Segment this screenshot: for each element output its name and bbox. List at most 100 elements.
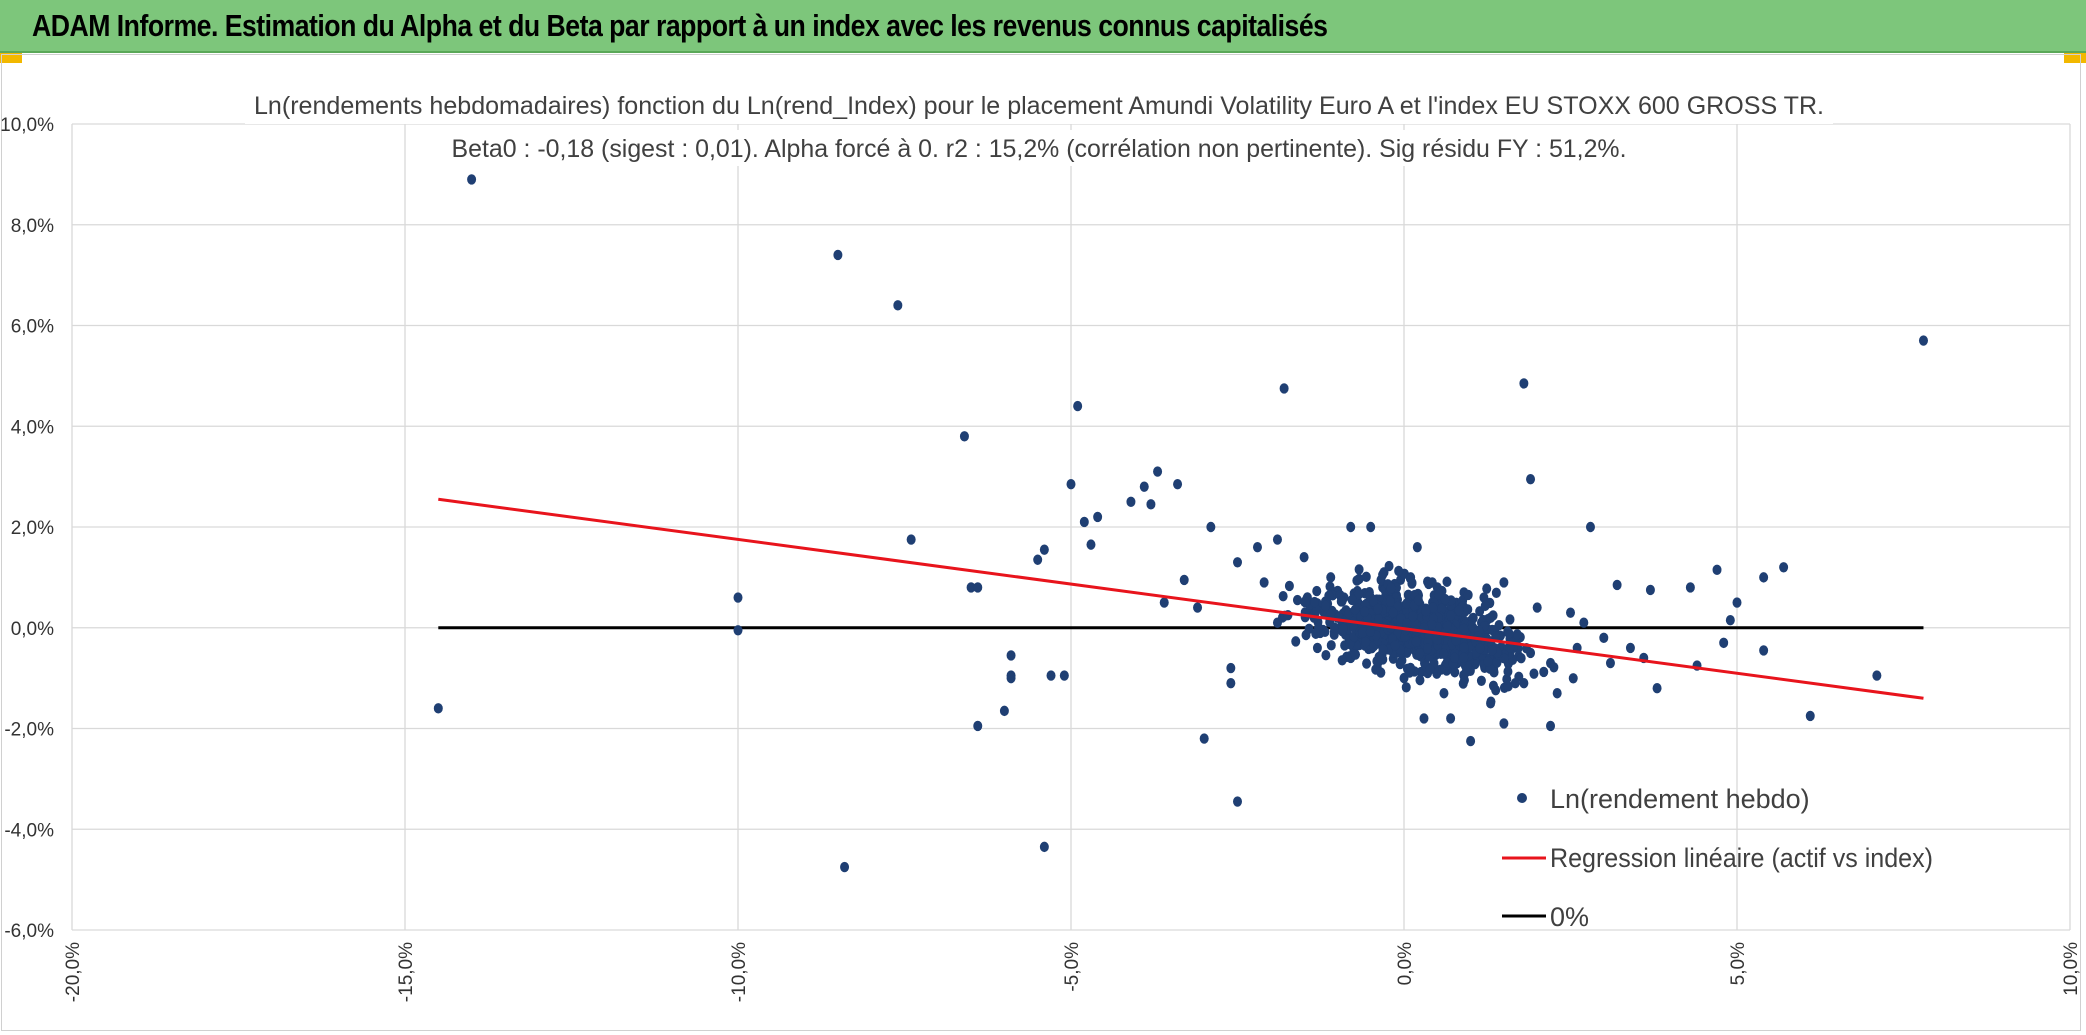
- data-point: [973, 720, 983, 732]
- data-point: [1458, 678, 1468, 689]
- data-point: [1378, 569, 1388, 580]
- data-point: [1652, 683, 1662, 694]
- data-point: [1510, 678, 1520, 689]
- data-point: [1412, 541, 1422, 553]
- data-point: [1732, 597, 1742, 608]
- data-point: [1503, 666, 1513, 677]
- data-point: [1725, 614, 1735, 626]
- data-point: [1291, 636, 1301, 647]
- data-point: [1779, 562, 1789, 573]
- data-point: [1073, 400, 1083, 412]
- data-point: [467, 174, 477, 185]
- data-point: [1463, 589, 1473, 601]
- data-point: [1552, 688, 1562, 699]
- data-point: [1402, 647, 1412, 658]
- data-point: [1759, 572, 1769, 583]
- data-point: [1039, 841, 1049, 853]
- data-point: [1301, 629, 1311, 641]
- data-point: [1499, 577, 1509, 588]
- data-point: [1310, 596, 1320, 608]
- data-point: [1585, 521, 1595, 533]
- data-point: [1373, 603, 1383, 615]
- data-point: [1459, 642, 1469, 653]
- data-point: [1461, 666, 1471, 678]
- data-point: [1475, 643, 1485, 654]
- x-tick-label: -10,0%: [729, 942, 750, 1002]
- y-tick-label: 2,0%: [11, 518, 54, 539]
- data-point: [1446, 713, 1456, 724]
- y-tick-label: 6,0%: [11, 317, 54, 338]
- chart-legend: Ln(rendement hebdo) Regression linéaire …: [1502, 784, 1933, 932]
- data-point: [1385, 596, 1395, 607]
- data-point: [1206, 521, 1216, 533]
- regression-line: [438, 497, 1924, 700]
- data-point: [1512, 629, 1522, 640]
- data-point: [1918, 335, 1928, 346]
- data-point: [1491, 630, 1501, 642]
- data-point: [1406, 662, 1416, 674]
- data-point: [1539, 666, 1549, 678]
- data-point: [833, 249, 843, 261]
- data-point: [1033, 554, 1043, 565]
- data-point: [1046, 670, 1056, 681]
- data-point: [1358, 627, 1368, 638]
- data-point: [1326, 640, 1336, 651]
- data-point: [1279, 383, 1289, 394]
- data-point: [1805, 710, 1815, 722]
- y-tick-label: 10,0%: [0, 115, 54, 136]
- data-point: [1365, 626, 1375, 637]
- data-point: [1179, 574, 1189, 586]
- data-point: [1450, 667, 1460, 678]
- data-point: [1549, 662, 1559, 673]
- data-point: [1759, 645, 1769, 656]
- data-point: [1139, 481, 1149, 492]
- data-point: [1415, 674, 1425, 686]
- data-point: [1505, 642, 1515, 653]
- data-point: [1272, 534, 1282, 545]
- data-point: [1086, 539, 1096, 550]
- data-point: [1529, 668, 1539, 679]
- data-point: [1059, 670, 1069, 681]
- data-point: [1442, 620, 1452, 632]
- data-point: [1338, 623, 1348, 635]
- data-point: [1371, 664, 1381, 675]
- data-point: [1324, 590, 1334, 602]
- data-point: [1384, 560, 1394, 572]
- x-tick-label: -15,0%: [396, 942, 417, 1002]
- title-line-2-backdrop: [440, 130, 1640, 166]
- y-tick-label: -6,0%: [4, 921, 54, 942]
- chart-title-line-2: Beta0 : -0,18 (sigest : 0,01). Alpha for…: [452, 135, 1627, 163]
- data-point: [1006, 672, 1016, 684]
- data-point: [1408, 611, 1418, 622]
- x-tick-label: -20,0%: [63, 942, 84, 1002]
- data-point: [1337, 655, 1347, 666]
- data-point: [1466, 735, 1476, 747]
- data-point: [1312, 585, 1322, 597]
- data-point: [1488, 680, 1498, 691]
- data-point: [1320, 600, 1330, 611]
- data-point: [1519, 378, 1529, 389]
- data-point: [1146, 499, 1156, 510]
- data-point: [1502, 674, 1512, 685]
- data-point: [840, 861, 850, 873]
- x-axis-ticks: -20,0% -15,0% -10,0% -5,0% 0,0% 5,0% 10,0%: [63, 942, 2082, 1002]
- data-point: [1712, 564, 1722, 576]
- data-point: [1366, 521, 1376, 533]
- data-point: [1386, 582, 1396, 594]
- data-point: [1300, 596, 1310, 608]
- data-point: [1354, 564, 1364, 575]
- data-point: [1568, 673, 1578, 684]
- data-point: [1252, 541, 1262, 553]
- data-point: [1346, 521, 1356, 533]
- data-point: [1546, 720, 1556, 732]
- data-point: [1233, 557, 1242, 568]
- data-point: [1395, 658, 1405, 670]
- data-point: [1486, 696, 1496, 707]
- data-point: [1446, 610, 1456, 621]
- data-point: [1451, 635, 1461, 646]
- data-point: [1402, 598, 1412, 609]
- legend-marker-points: [1517, 793, 1527, 803]
- y-tick-label: 0,0%: [11, 619, 54, 640]
- data-point: [1394, 565, 1404, 577]
- data-point: [1388, 607, 1398, 618]
